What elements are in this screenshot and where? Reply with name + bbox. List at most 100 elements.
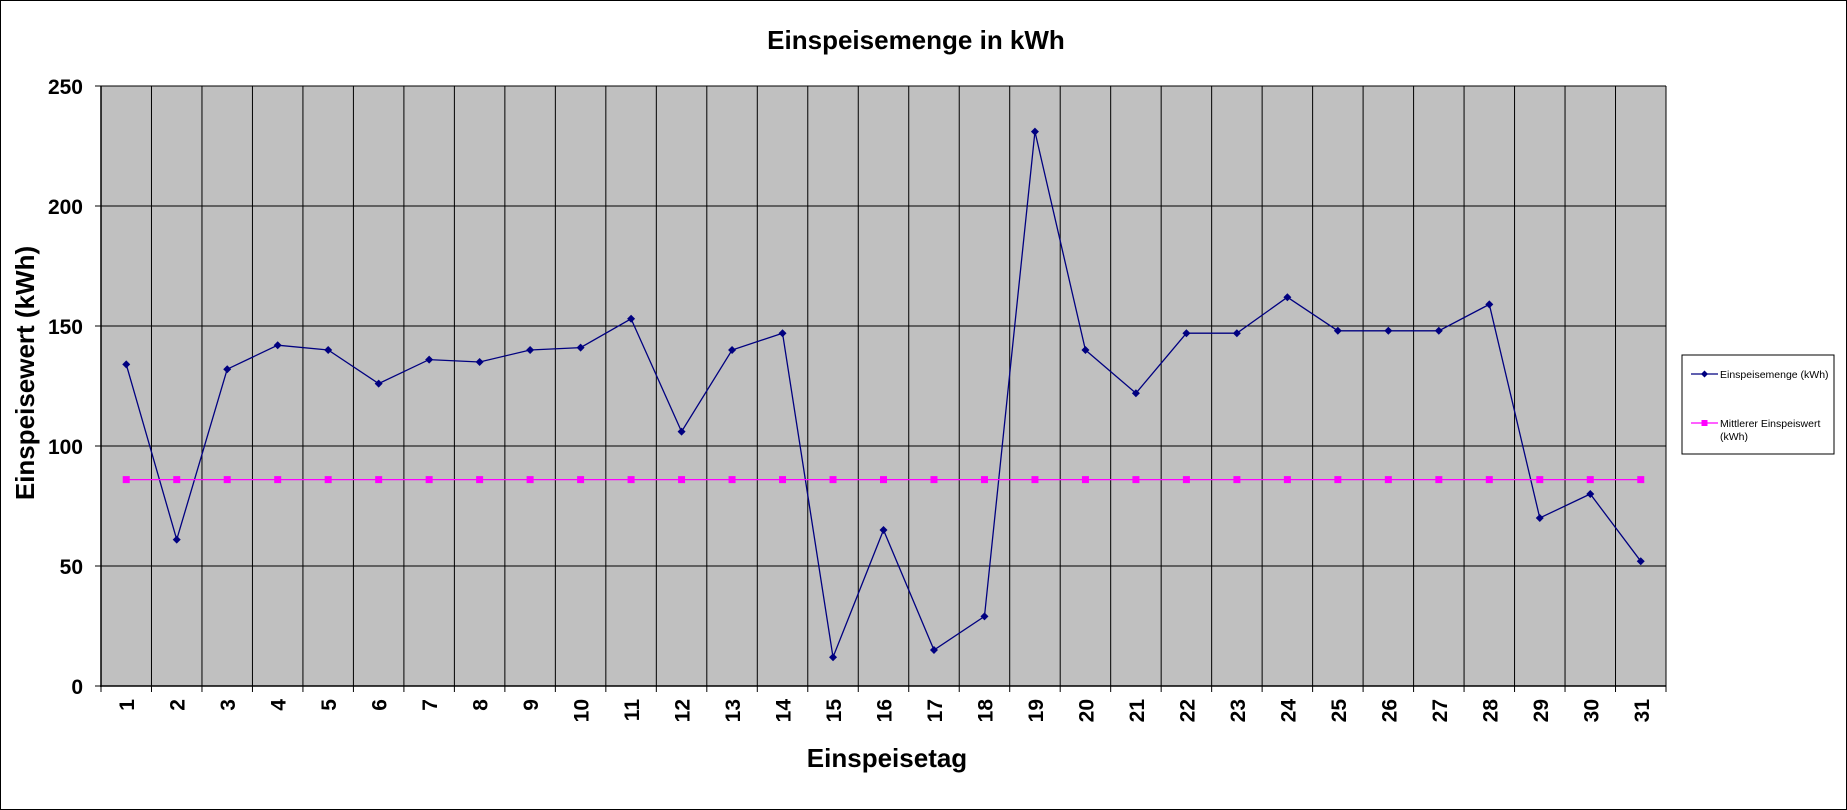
x-axis-label: Einspeisetag	[807, 743, 967, 773]
x-tick-label: 16	[874, 699, 897, 722]
legend-label: Mittlerer Einspeiswert	[1720, 418, 1820, 430]
x-tick-label: 12	[672, 699, 695, 722]
data-point	[172, 535, 181, 544]
y-axis-label: Einspeisewert (kWh)	[10, 246, 40, 500]
x-tick-label: 3	[217, 699, 240, 711]
legend-item: Mittlerer Einspeiswert(kWh)	[1691, 418, 1820, 443]
data-point	[1081, 346, 1090, 354]
data-point	[1485, 476, 1493, 484]
data-point	[1535, 514, 1544, 522]
data-point	[1384, 326, 1393, 335]
data-point	[728, 346, 737, 354]
x-tick-label: 22	[1176, 699, 1199, 722]
x-tick-label: 19	[1025, 699, 1048, 722]
x-tick-label: 23	[1227, 699, 1250, 722]
data-point	[728, 476, 736, 484]
series-2	[122, 476, 1645, 484]
x-tick-label: 8	[470, 699, 493, 711]
data-point	[1031, 476, 1039, 484]
x-tick-label: 9	[520, 699, 543, 711]
chart-title: Einspeisemenge in kWh	[767, 25, 1065, 55]
data-point	[627, 476, 635, 484]
series-1	[122, 127, 1645, 662]
x-tick-label: 26	[1378, 699, 1401, 722]
data-point	[1182, 329, 1191, 338]
y-tick-label: 50	[60, 556, 83, 579]
data-point	[930, 476, 938, 484]
x-tick-label: 6	[369, 699, 392, 711]
data-point	[880, 476, 887, 484]
data-point	[223, 365, 232, 374]
x-tick-label: 1	[116, 699, 139, 711]
x-tick-label: 20	[1075, 699, 1098, 722]
data-point	[1536, 476, 1544, 484]
data-point	[1435, 476, 1443, 484]
data-point	[1131, 389, 1140, 398]
x-tick-label: 14	[773, 699, 796, 723]
x-tick-label: 5	[318, 699, 341, 711]
data-point	[223, 476, 231, 484]
plot-area	[101, 86, 1666, 686]
data-point	[1384, 476, 1392, 484]
legend-swatch-marker	[1701, 420, 1708, 426]
data-point	[576, 343, 585, 352]
data-point	[829, 653, 838, 662]
data-point	[1283, 293, 1292, 302]
legend-item: Einspeisemenge (kWh)	[1691, 369, 1829, 381]
data-point	[778, 329, 787, 338]
x-tick-label: 18	[974, 699, 997, 723]
x-tick-label: 4	[268, 699, 291, 711]
data-point	[1637, 476, 1645, 484]
x-tick-label: 13	[722, 699, 745, 722]
x-tick-label: 27	[1429, 699, 1452, 722]
data-point	[678, 476, 686, 484]
data-point	[1485, 300, 1494, 309]
x-tick-label: 2	[167, 699, 190, 711]
series	[122, 127, 1645, 662]
data-point	[476, 476, 484, 484]
x-tick-label: 25	[1328, 699, 1351, 723]
y-tick-label: 150	[48, 316, 83, 339]
data-point	[1233, 476, 1241, 484]
x-axis-ticks: 1 2 3 4 5 6 7 8 9 10 11 12 13 14 15 16 17 18 19 20 21 22 23 24 2…	[100, 686, 1667, 723]
data-point	[475, 358, 484, 366]
legend-label: Einspeisemenge (kWh)	[1720, 369, 1829, 381]
data-point	[929, 646, 938, 654]
data-point	[425, 355, 434, 364]
data-point	[1182, 476, 1190, 484]
data-point	[1586, 490, 1595, 498]
data-point	[122, 360, 131, 369]
data-point	[829, 476, 837, 484]
x-tick-label: 29	[1530, 699, 1553, 722]
data-point	[324, 476, 332, 484]
data-point	[425, 476, 433, 484]
x-tick-label: 30	[1580, 699, 1603, 722]
data-point	[980, 476, 988, 484]
data-point	[1586, 476, 1594, 484]
data-point	[1132, 476, 1140, 484]
data-point	[577, 476, 585, 484]
x-tick-label: 15	[823, 699, 846, 723]
y-axis-ticks: 0 50 100 150 200 250	[48, 76, 101, 699]
data-point	[173, 476, 181, 484]
data-point	[1030, 127, 1039, 136]
legend-label: (kWh)	[1720, 431, 1748, 443]
data-point	[375, 476, 383, 484]
data-point	[1333, 326, 1342, 335]
data-point	[1636, 557, 1645, 566]
data-point	[526, 346, 535, 354]
y-tick-label: 250	[48, 76, 83, 99]
y-tick-label: 200	[48, 196, 83, 219]
data-point	[1334, 476, 1342, 484]
data-point	[677, 427, 686, 436]
x-tick-label: 21	[1126, 699, 1149, 723]
data-point	[273, 341, 282, 350]
data-point	[627, 314, 636, 323]
data-point	[374, 379, 383, 388]
x-tick-label: 17	[924, 699, 947, 722]
data-point	[274, 476, 282, 484]
data-point	[1081, 476, 1089, 484]
x-tick-label: 11	[621, 699, 644, 722]
data-point	[122, 476, 130, 484]
x-tick-label: 7	[419, 699, 442, 711]
